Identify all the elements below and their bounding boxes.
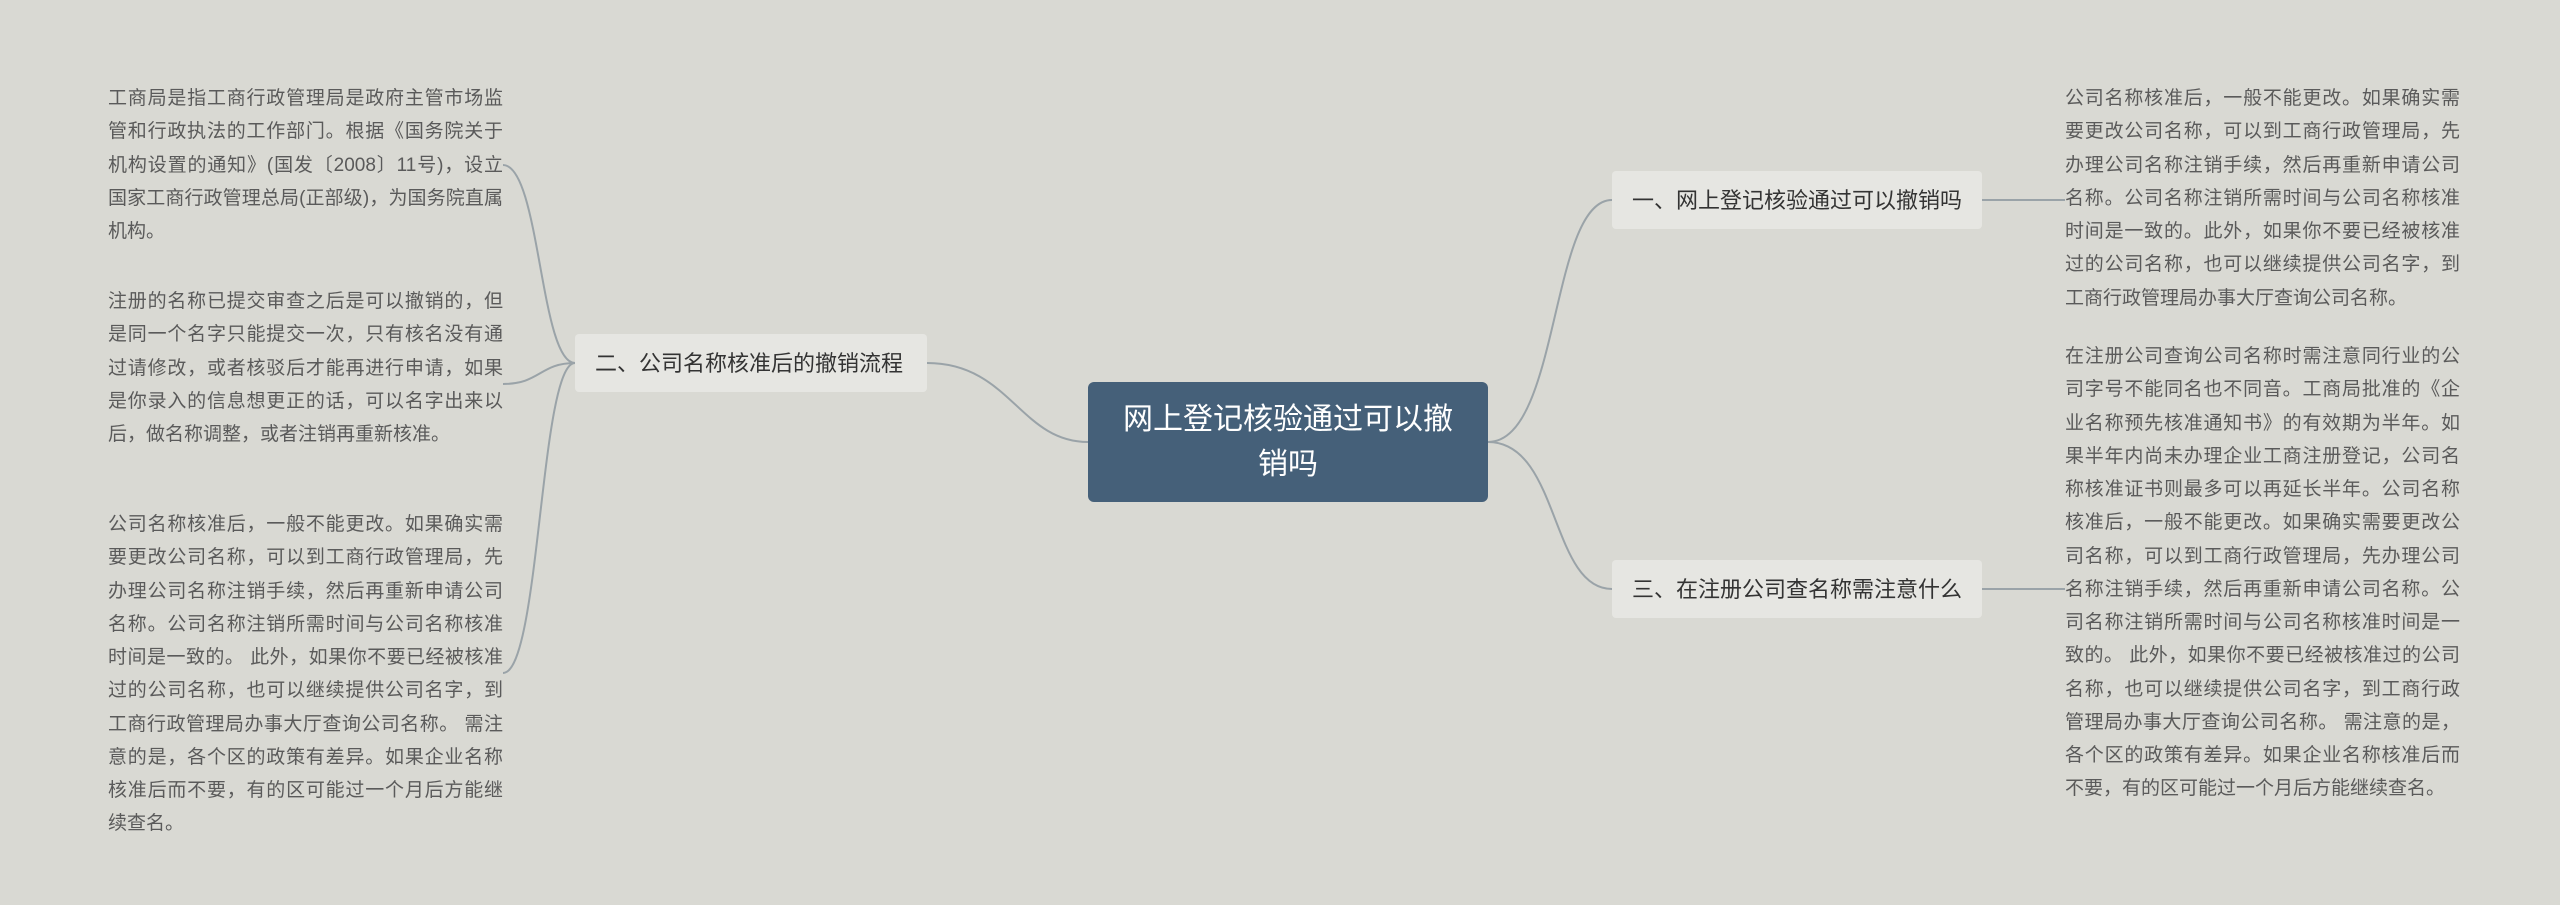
leaf-right-1-text: 公司名称核准后，一般不能更改。如果确实需要更改公司名称，可以到工商行政管理局，先… [2065, 88, 2460, 309]
leaf-right-2-text: 在注册公司查询公司名称时需注意同行业的公司字号不能同名也不同音。工商局批准的《企… [2065, 346, 2460, 799]
leaf-right-2: 在注册公司查询公司名称时需注意同行业的公司字号不能同名也不同音。工商局批准的《企… [2065, 340, 2460, 806]
leaf-left-2-text: 注册的名称已提交审查之后是可以撤销的，但是同一个名字只能提交一次，只有核名没有通… [108, 291, 503, 445]
branch-right-1: 一、网上登记核验通过可以撤销吗 [1612, 171, 1982, 229]
center-node: 网上登记核验通过可以撤销吗 [1088, 382, 1488, 502]
leaf-left-3: 公司名称核准后，一般不能更改。如果确实需要更改公司名称，可以到工商行政管理局，先… [108, 508, 503, 841]
branch-left-1: 二、公司名称核准后的撤销流程 [575, 334, 927, 392]
leaf-left-1: 工商局是指工商行政管理局是政府主管市场监管和行政执法的工作部门。根据《国务院关于… [108, 82, 503, 248]
leaf-left-2: 注册的名称已提交审查之后是可以撤销的，但是同一个名字只能提交一次，只有核名没有通… [108, 285, 503, 451]
branch-left-1-label: 二、公司名称核准后的撤销流程 [595, 347, 903, 380]
branch-right-1-label: 一、网上登记核验通过可以撤销吗 [1632, 184, 1962, 217]
branch-right-2: 三、在注册公司查名称需注意什么 [1612, 560, 1982, 618]
leaf-left-3-text: 公司名称核准后，一般不能更改。如果确实需要更改公司名称，可以到工商行政管理局，先… [108, 514, 503, 834]
branch-right-2-label: 三、在注册公司查名称需注意什么 [1632, 573, 1962, 606]
leaf-right-1: 公司名称核准后，一般不能更改。如果确实需要更改公司名称，可以到工商行政管理局，先… [2065, 82, 2460, 315]
center-node-text: 网上登记核验通过可以撤销吗 [1118, 397, 1458, 487]
leaf-left-1-text: 工商局是指工商行政管理局是政府主管市场监管和行政执法的工作部门。根据《国务院关于… [108, 88, 503, 242]
